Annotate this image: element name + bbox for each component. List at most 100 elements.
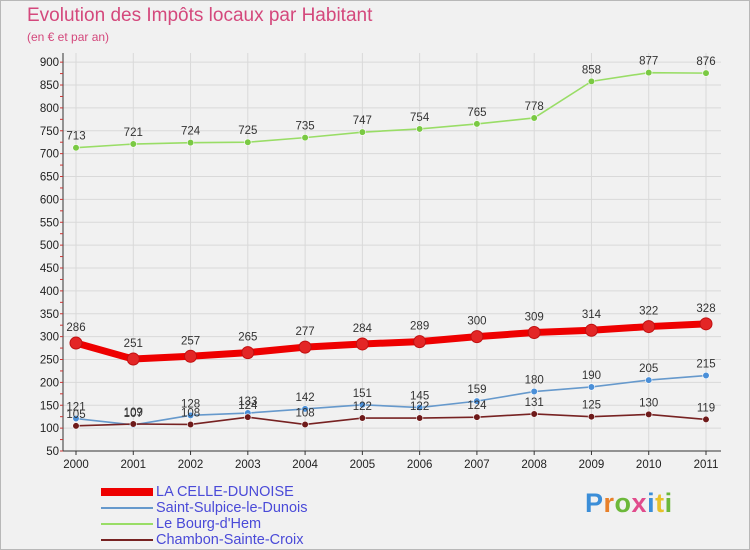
data-point-saint-sulpice-le-dunois <box>186 411 195 419</box>
data-point-le-bourg-d-hem <box>645 69 653 77</box>
x-tick-label: 2000 <box>63 459 89 471</box>
data-label-le-bourg-d-hem: 876 <box>696 56 715 68</box>
data-label-chambon-sainte-croix: 105 <box>66 409 85 421</box>
data-point-chambon-sainte-croix <box>530 410 538 418</box>
y-tick-label: 100 <box>40 423 59 435</box>
data-label-le-bourg-d-hem: 747 <box>353 115 372 127</box>
data-label-le-bourg-d-hem: 754 <box>410 112 430 124</box>
data-label-le-bourg-d-hem: 778 <box>525 101 544 113</box>
data-label-saint-sulpice-le-dunois: 151 <box>353 388 372 400</box>
y-tick-label: 150 <box>40 400 59 412</box>
brand-letter: P <box>585 488 604 518</box>
data-point-la-celle-dunoise <box>527 326 541 340</box>
data-label-la-celle-dunoise: 300 <box>467 316 486 328</box>
x-tick-label: 2006 <box>407 459 433 471</box>
y-tick-label: 550 <box>40 217 59 229</box>
data-label-la-celle-dunoise: 257 <box>181 335 200 347</box>
data-point-le-bourg-d-hem <box>473 120 481 128</box>
data-label-la-celle-dunoise: 309 <box>525 312 544 324</box>
brand-letter: i <box>664 488 673 518</box>
y-tick-label: 900 <box>40 57 59 69</box>
data-label-le-bourg-d-hem: 735 <box>295 121 314 133</box>
data-point-chambon-sainte-croix <box>587 413 596 421</box>
x-tick-label: 2010 <box>636 459 662 471</box>
data-label-chambon-sainte-croix: 131 <box>525 397 544 409</box>
data-point-chambon-sainte-croix <box>129 420 137 428</box>
y-tick-label: 50 <box>46 446 59 458</box>
data-point-chambon-sainte-croix <box>645 410 653 419</box>
data-label-le-bourg-d-hem: 858 <box>582 64 601 76</box>
data-label-la-celle-dunoise: 286 <box>66 322 85 334</box>
data-point-la-celle-dunoise <box>126 352 140 366</box>
data-point-la-celle-dunoise <box>584 323 598 337</box>
data-label-saint-sulpice-le-dunois: 205 <box>639 363 658 375</box>
series-line-la-celle-dunoise <box>72 320 710 363</box>
x-tick-label: 2007 <box>464 459 490 471</box>
data-point-la-celle-dunoise <box>413 335 427 349</box>
data-label-la-celle-dunoise: 265 <box>238 332 257 344</box>
data-point-le-bourg-d-hem <box>416 125 424 133</box>
data-point-la-celle-dunoise <box>699 317 713 331</box>
x-tick-label: 2003 <box>235 459 261 471</box>
chart-subtitle: (en € et par an) <box>27 30 110 44</box>
data-label-la-celle-dunoise: 289 <box>410 321 429 333</box>
data-label-la-celle-dunoise: 277 <box>295 326 314 338</box>
y-tick-label: 750 <box>40 126 59 138</box>
data-label-saint-sulpice-le-dunois: 180 <box>525 375 544 387</box>
data-point-saint-sulpice-le-dunois <box>587 383 596 391</box>
y-tick-label: 850 <box>40 80 59 92</box>
data-label-la-celle-dunoise: 322 <box>639 306 658 318</box>
data-point-chambon-sainte-croix <box>186 420 195 429</box>
data-point-chambon-sainte-croix <box>244 413 252 421</box>
data-point-saint-sulpice-le-dunois <box>530 387 538 396</box>
y-tick-label: 450 <box>40 263 59 275</box>
data-point-la-celle-dunoise <box>355 337 369 351</box>
data-label-saint-sulpice-le-dunois: 215 <box>696 359 715 371</box>
x-tick-label: 2002 <box>178 459 204 471</box>
data-label-saint-sulpice-le-dunois: 128 <box>181 398 200 410</box>
data-point-le-bourg-d-hem <box>301 134 309 142</box>
data-point-le-bourg-d-hem <box>244 138 252 146</box>
y-tick-label: 500 <box>40 240 59 252</box>
data-label-saint-sulpice-le-dunois: 190 <box>582 370 601 382</box>
data-label-la-celle-dunoise: 328 <box>696 303 715 315</box>
data-point-le-bourg-d-hem <box>530 114 538 122</box>
data-label-le-bourg-d-hem: 713 <box>66 131 85 143</box>
data-label-saint-sulpice-le-dunois: 159 <box>467 384 486 396</box>
y-tick-label: 600 <box>40 194 59 206</box>
series-line-le-bourg-d-hem <box>75 71 707 149</box>
data-point-la-celle-dunoise <box>298 340 312 354</box>
x-tick-label: 2005 <box>350 459 376 471</box>
data-point-chambon-sainte-croix <box>473 413 481 421</box>
data-point-chambon-sainte-croix <box>72 422 80 430</box>
data-point-le-bourg-d-hem <box>129 140 137 148</box>
data-label-le-bourg-d-hem: 721 <box>124 127 143 139</box>
data-label-chambon-sainte-croix: 109 <box>124 407 143 419</box>
legend-label: LA CELLE-DUNOISE <box>156 484 294 500</box>
y-tick-label: 350 <box>40 309 59 321</box>
data-point-le-bourg-d-hem <box>358 128 366 136</box>
data-label-chambon-sainte-croix: 125 <box>582 400 601 412</box>
data-point-saint-sulpice-le-dunois <box>702 371 710 380</box>
data-label-le-bourg-d-hem: 724 <box>181 126 201 138</box>
data-label-saint-sulpice-le-dunois: 145 <box>410 391 429 403</box>
axes: 50 100 150 200 250 300 350 400 450 500 550 600 650 70… <box>40 53 721 471</box>
data-label-saint-sulpice-le-dunois: 107 <box>124 408 143 420</box>
data-point-le-bourg-d-hem <box>72 144 80 152</box>
data-label-la-celle-dunoise: 251 <box>124 338 143 350</box>
x-tick-label: 2004 <box>292 459 318 471</box>
data-label-chambon-sainte-croix: 108 <box>295 407 314 419</box>
data-label-chambon-sainte-croix: 130 <box>639 397 658 409</box>
x-tick-label: 2011 <box>694 459 719 471</box>
data-point-le-bourg-d-hem <box>587 77 596 85</box>
data-label-chambon-sainte-croix: 119 <box>697 402 715 414</box>
series-line-chambon-sainte-croix <box>75 413 707 427</box>
brand-logo: Proxiti <box>585 488 673 519</box>
data-point-chambon-sainte-croix <box>702 415 710 424</box>
data-point-saint-sulpice-le-dunois <box>358 401 366 409</box>
x-tick-label: 2008 <box>521 459 547 471</box>
y-tick-label: 700 <box>40 149 59 161</box>
data-label-la-celle-dunoise: 314 <box>582 309 602 321</box>
legend-label: Chambon-Sainte-Croix <box>156 532 304 548</box>
legend-swatch <box>101 488 153 496</box>
